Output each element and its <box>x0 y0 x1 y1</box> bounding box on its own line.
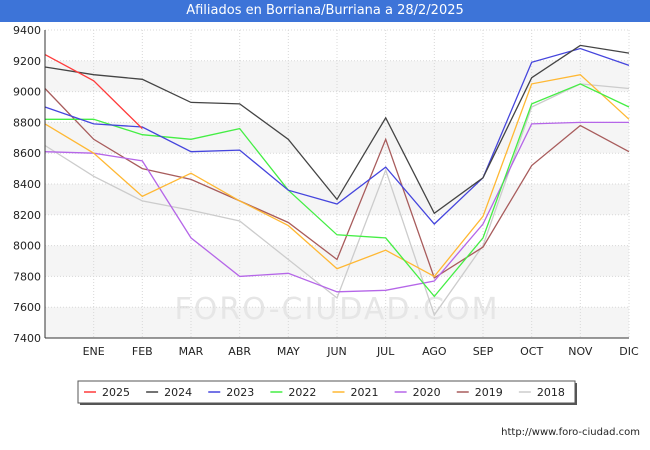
y-tick-label-7400: 7400 <box>13 332 41 345</box>
legend-label-2024: 2024 <box>164 386 192 399</box>
legend-label-2023: 2023 <box>226 386 254 399</box>
y-tick-label-8400: 8400 <box>13 178 41 191</box>
legend-label-2020: 2020 <box>413 386 441 399</box>
x-tick-label-NOV: NOV <box>568 345 593 358</box>
y-tick-label-8800: 8800 <box>13 116 41 129</box>
y-tick-label-9200: 9200 <box>13 55 41 68</box>
legend-box <box>77 380 576 404</box>
axes <box>44 30 629 339</box>
x-tick-label-JUL: JUL <box>376 345 395 358</box>
source-url: http://www.foro-ciudad.com <box>501 427 640 438</box>
x-tick-label-FEB: FEB <box>132 345 153 358</box>
legend: 2025 2024 2023 2022 2021 2020 2019 2018 <box>77 380 577 405</box>
series-line-2018 <box>44 83 630 317</box>
y-tick-label-8600: 8600 <box>13 147 41 160</box>
series-line-2020 <box>44 121 629 293</box>
y-tick-labels: 7400 7600 7800 8000 8200 8400 8600 8800 9000 9200… <box>13 24 41 345</box>
y-tick-label-8000: 8000 <box>13 240 41 253</box>
series-line-2023 <box>44 47 630 225</box>
legend-label-2018: 2018 <box>537 386 565 399</box>
legend-label-2025: 2025 <box>102 386 130 399</box>
x-tick-label-SEP: SEP <box>473 345 494 358</box>
legend-label-2019: 2019 <box>475 386 503 399</box>
chart-title: Afiliados en Borriana/Burriana a 28/2/20… <box>0 0 650 22</box>
series-line-2019 <box>44 88 630 279</box>
series-line-2025 <box>44 54 143 130</box>
x-tick-label-ABR: ABR <box>228 345 251 358</box>
x-tick-label-DIC: DIC <box>619 345 639 358</box>
legend-label-2021: 2021 <box>351 386 379 399</box>
y-tick-label-7600: 7600 <box>13 301 41 314</box>
y-tick-label-9000: 9000 <box>13 86 41 99</box>
band-9000 <box>45 60 629 92</box>
x-tick-label-AGO: AGO <box>422 345 447 358</box>
y-tick-label-8200: 8200 <box>13 209 41 222</box>
y-tick-label-7800: 7800 <box>13 270 41 283</box>
series-line-2021 <box>44 74 630 278</box>
x-tick-label-ENE: ENE <box>83 345 105 358</box>
series-lines <box>44 44 630 317</box>
series-line-2024 <box>44 44 630 215</box>
legend-label-2022: 2022 <box>288 386 316 399</box>
x-tick-labels: ENE FEB MAR ABR MAY JUN JUL AGO SEP OCT NOV DIC <box>83 345 639 358</box>
x-tick-label-OCT: OCT <box>520 345 543 358</box>
x-tick-label-MAY: MAY <box>277 345 300 358</box>
x-tick-label-JUN: JUN <box>326 345 347 358</box>
y-tick-label-9400: 9400 <box>13 24 41 37</box>
x-tick-label-MAR: MAR <box>179 345 204 358</box>
series-line-2022 <box>45 83 630 298</box>
